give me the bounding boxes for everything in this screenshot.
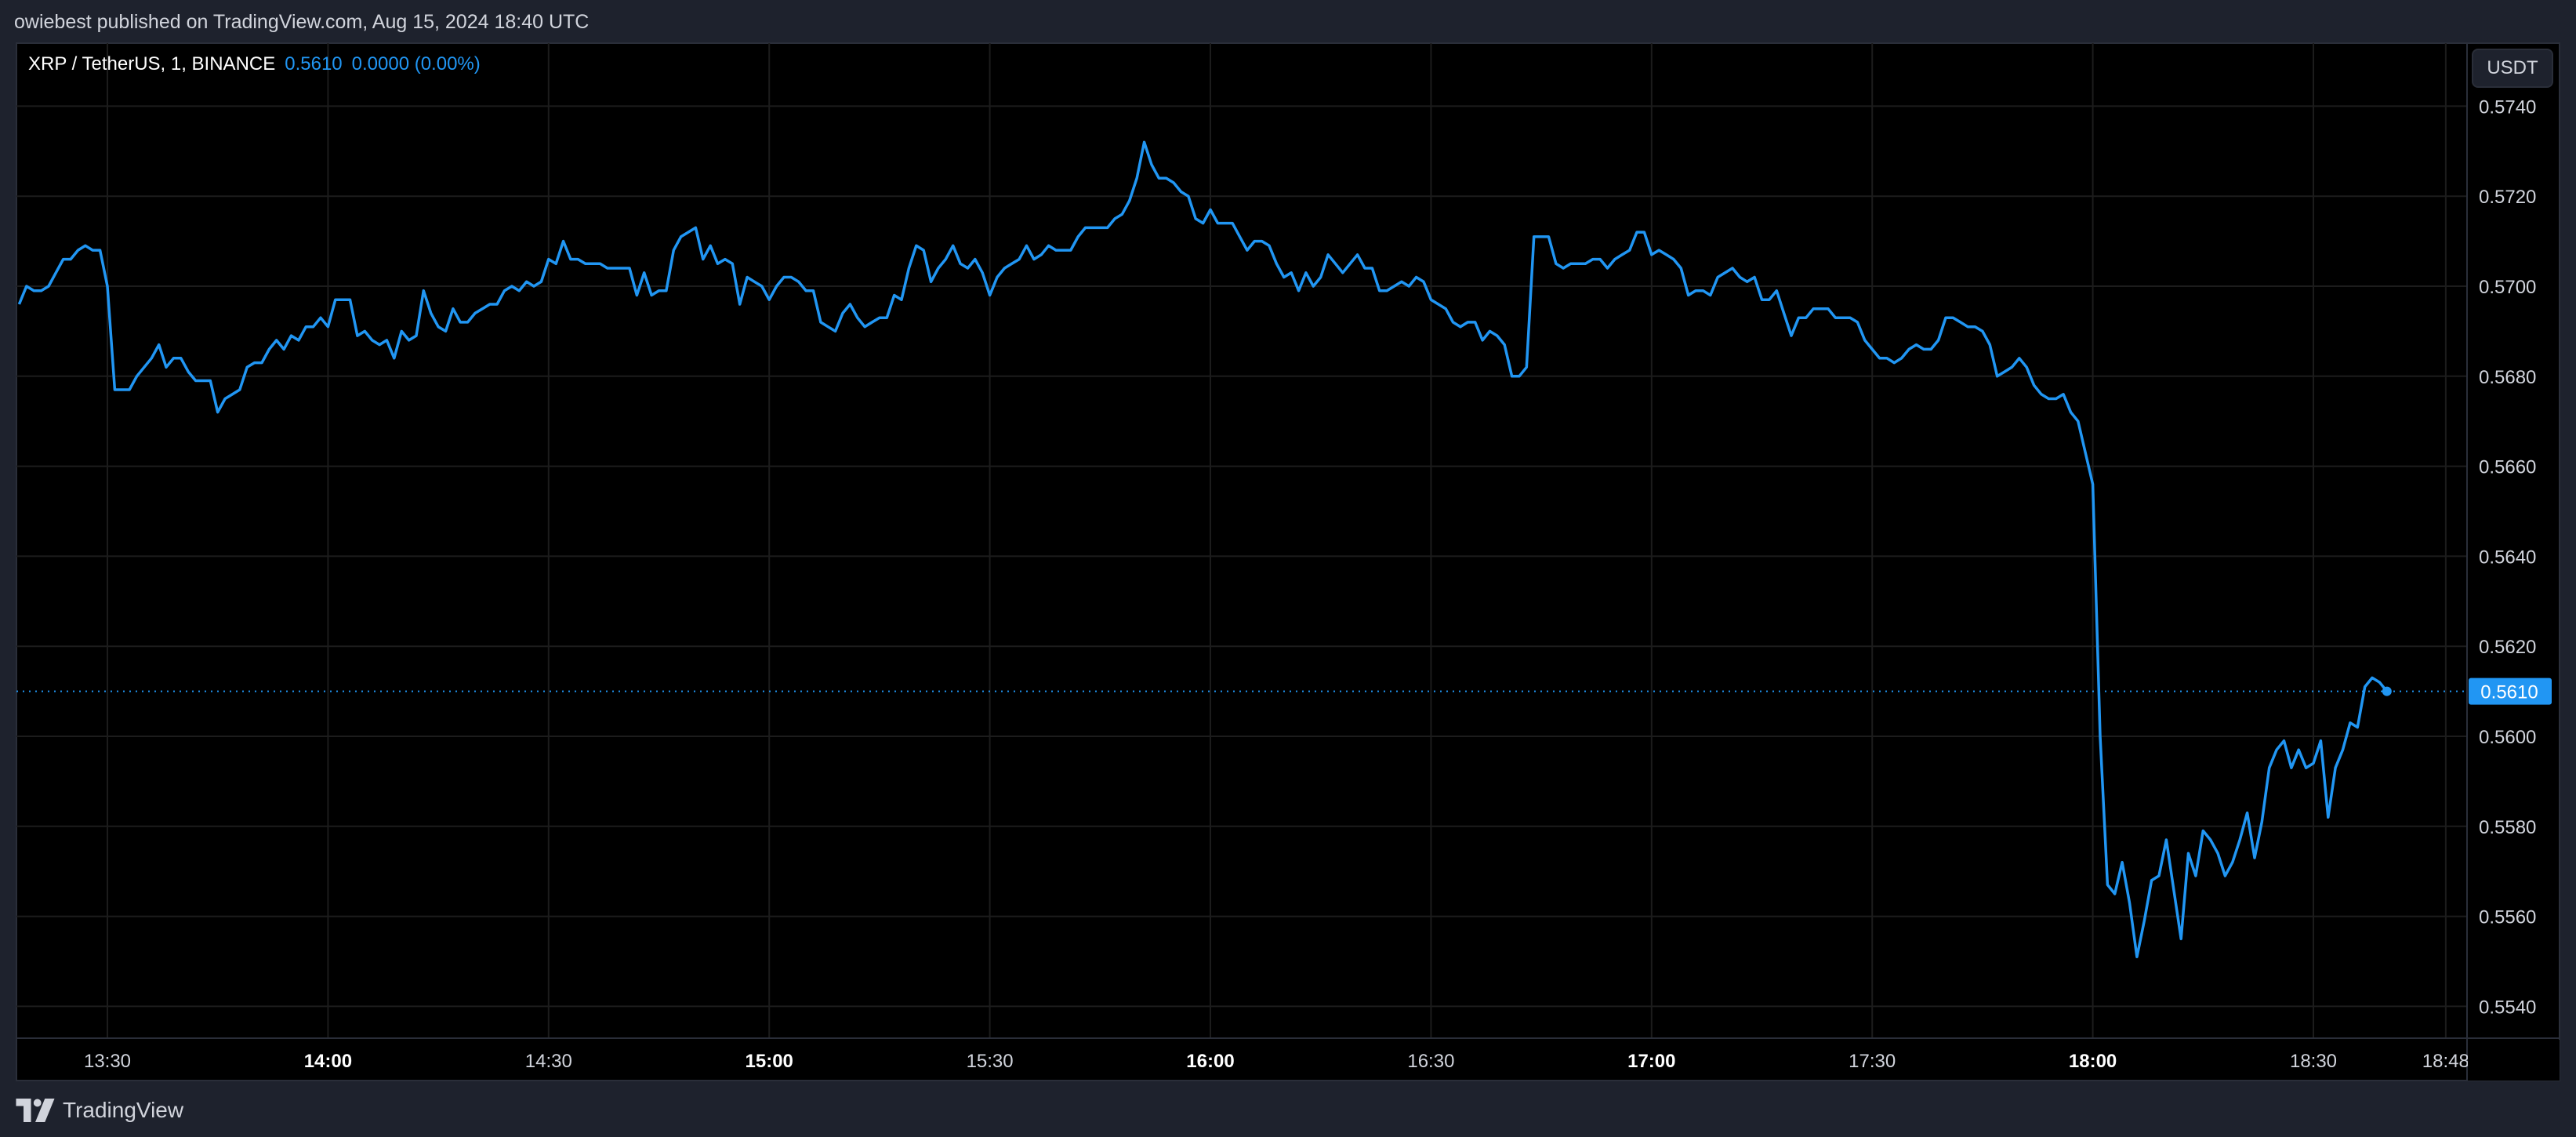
time-tick-label: 17:00	[1627, 1051, 1675, 1072]
price-tick-label: 0.5680	[2479, 367, 2536, 388]
time-tick-label: 18:00	[2069, 1051, 2117, 1072]
time-tick-label: 14:00	[304, 1051, 352, 1072]
time-tick-label: 14:30	[525, 1051, 572, 1072]
currency-button[interactable]: USDT	[2472, 49, 2553, 88]
last-price-badge-label: 0.5610	[2480, 682, 2538, 703]
time-tick-label: 15:00	[746, 1051, 793, 1072]
price-tick-label: 0.5740	[2479, 96, 2536, 118]
last-price-dot	[2382, 686, 2392, 696]
footer-brand[interactable]: TradingView	[16, 1098, 183, 1123]
price-axis-labels: 0.5740 0.5720 0.5700 0.5680 0.5660 0.5640 0.56…	[2479, 96, 2536, 1018]
symbol-title: XRP / TetherUS, 1, BINANCE	[28, 53, 276, 74]
time-tick-label: 17:30	[1849, 1051, 1896, 1072]
time-tick-label: 16:00	[1186, 1051, 1234, 1072]
legend-last-price: 0.5610	[285, 53, 343, 74]
price-tick-label: 0.5580	[2479, 817, 2536, 838]
brand-name: TradingView	[63, 1098, 184, 1122]
legend-change: 0.0000 (0.00%)	[351, 53, 481, 74]
price-tick-label: 0.5560	[2479, 907, 2536, 928]
symbol-legend[interactable]: XRP / TetherUS, 1, BINANCE 0.5610 0.0000 (…	[28, 53, 481, 75]
time-tick-label: 15:30	[967, 1051, 1014, 1072]
last-price-badge	[2469, 677, 2552, 705]
price-tick-label: 0.5700	[2479, 277, 2536, 298]
price-tick-label: 0.5640	[2479, 547, 2536, 568]
tradingview-logo-icon	[16, 1099, 55, 1122]
price-tick-label: 0.5660	[2479, 457, 2536, 478]
price-line	[17, 140, 2389, 959]
publish-info: owiebest published on TradingView.com, A…	[14, 11, 590, 33]
chart-frame[interactable]	[16, 42, 2560, 1081]
gridlines	[16, 43, 2466, 1037]
price-tick-label: 0.5620	[2479, 637, 2536, 658]
time-tick-label: 18:30	[2290, 1051, 2337, 1072]
time-tick-label: 16:30	[1407, 1051, 1454, 1072]
time-tick-label: 13:30	[84, 1051, 131, 1072]
price-tick-label: 0.5720	[2479, 187, 2536, 208]
time-tick-label: 18:48	[2422, 1051, 2469, 1072]
time-axis-labels: 13:30 14:00 14:30 15:00 15:30 16:00 16:30 17:00…	[84, 1040, 2560, 1081]
price-tick-label: 0.5540	[2479, 997, 2536, 1018]
price-tick-label: 0.5600	[2479, 727, 2536, 748]
